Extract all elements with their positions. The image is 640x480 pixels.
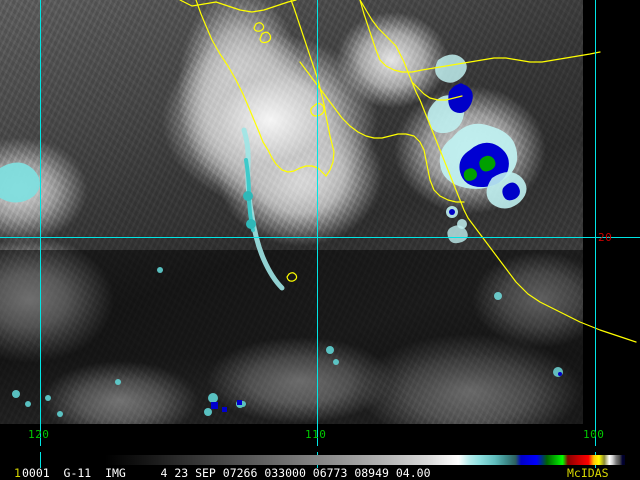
tick-lon-100 <box>595 424 596 446</box>
lon-label-100: 100 <box>583 428 605 441</box>
tick-lon-110 <box>317 424 318 446</box>
offshore-island <box>286 272 298 282</box>
cell-se-coast <box>494 292 502 300</box>
satellite-image-plate[interactable] <box>0 0 640 424</box>
footer-status-bar: 1 0001 G-11 IMG 4 23 SEP 07266 033000 06… <box>0 466 640 480</box>
gulf-island-2 <box>259 31 272 44</box>
footer-lead-digit: 1 <box>14 466 21 480</box>
state-boundary-sonora <box>359 0 601 73</box>
cyan-patch-north <box>435 54 467 83</box>
mainland-west-coast <box>359 0 637 343</box>
lon-label-120: 120 <box>28 428 50 441</box>
gridline-lon-100 <box>595 0 596 424</box>
mcidas-brand-label: McIDAS <box>567 466 609 480</box>
gridline-lat-20-extension <box>583 237 640 238</box>
tick-lon-120-colorbar <box>40 452 41 468</box>
gridline-lon-110 <box>317 0 318 424</box>
tick-lon-120 <box>40 424 41 446</box>
baja-east-coast <box>290 0 335 177</box>
gridline-lon-120 <box>40 0 41 424</box>
gridline-lat-20 <box>0 237 583 238</box>
state-boundary-south <box>411 81 463 101</box>
baja-west-coast <box>195 0 327 177</box>
lat-label-20: 20 <box>598 231 613 244</box>
gulf-island <box>310 102 325 117</box>
southern-cold-cores <box>211 400 242 412</box>
cold-cloud-top-enhancement-layer <box>0 54 563 417</box>
state-boundary-interior <box>299 61 465 203</box>
footer-info-text: 0001 G-11 IMG 4 23 SEP 07266 033000 0677… <box>22 466 431 480</box>
coastline-overlay <box>179 0 637 343</box>
gulf-island-3 <box>253 22 265 32</box>
convective-cluster-main <box>439 123 518 189</box>
west-cold-cell <box>0 162 40 203</box>
international-border <box>179 0 297 13</box>
lower-ocean-darkening <box>0 250 583 424</box>
lon-label-110: 110 <box>305 428 327 441</box>
enhancement-colorbar[interactable] <box>105 455 625 465</box>
